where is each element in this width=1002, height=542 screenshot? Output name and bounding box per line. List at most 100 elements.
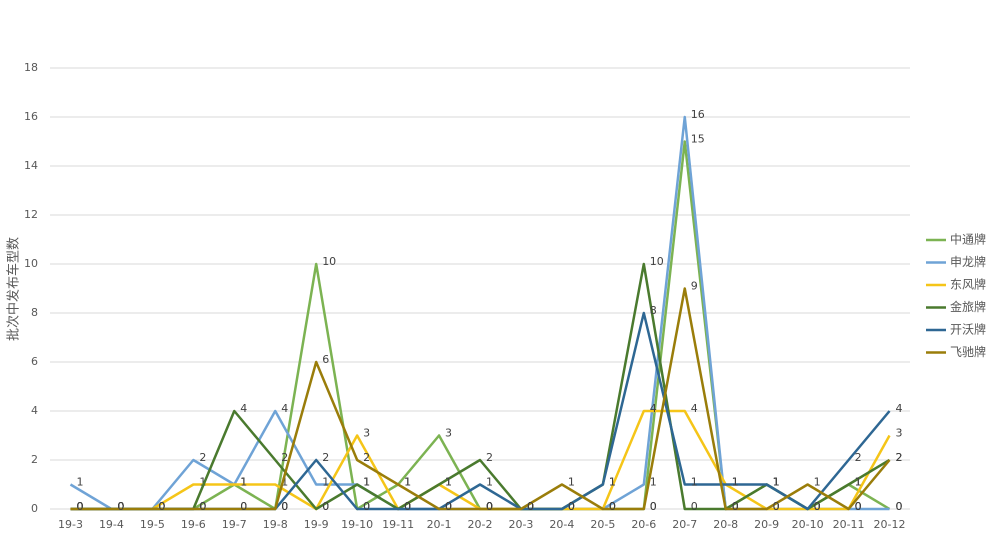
data-label: 9 xyxy=(691,280,698,293)
data-label: 0 xyxy=(445,500,452,513)
data-label: 10 xyxy=(650,255,664,268)
data-label: 1 xyxy=(650,476,657,489)
x-tick-label: 20-2 xyxy=(468,518,493,531)
x-tick-label: 19-3 xyxy=(58,518,83,531)
data-label: 1 xyxy=(199,476,206,489)
y-tick-label: 18 xyxy=(24,61,38,74)
data-label: 0 xyxy=(732,500,739,513)
data-label: 0 xyxy=(568,500,575,513)
data-label: 10 xyxy=(322,255,336,268)
data-label: 0 xyxy=(117,500,124,513)
data-label: 2 xyxy=(363,451,370,464)
y-tick-label: 6 xyxy=(31,355,38,368)
x-tick-label: 20-8 xyxy=(713,518,738,531)
data-label: 0 xyxy=(568,500,575,513)
data-label: 4 xyxy=(691,402,698,415)
x-tick-label: 20-3 xyxy=(508,518,533,531)
data-label: 0 xyxy=(363,500,370,513)
data-label: 1 xyxy=(404,476,411,489)
x-tick-label: 20-11 xyxy=(833,518,865,531)
x-tick-label: 19-9 xyxy=(304,518,329,531)
data-label: 0 xyxy=(486,500,493,513)
data-label: 0 xyxy=(855,500,862,513)
data-label: 0 xyxy=(76,500,83,513)
data-label: 0 xyxy=(445,500,452,513)
data-label: 6 xyxy=(322,353,329,366)
data-label: 0 xyxy=(486,500,493,513)
y-tick-label: 8 xyxy=(31,306,38,319)
y-tick-label: 4 xyxy=(31,404,38,417)
data-label: 0 xyxy=(732,500,739,513)
data-label: 1 xyxy=(404,476,411,489)
data-label: 0 xyxy=(322,500,329,513)
data-label: 0 xyxy=(650,500,657,513)
data-label: 0 xyxy=(199,500,206,513)
data-label: 0 xyxy=(568,500,575,513)
x-tick-label: 19-7 xyxy=(222,518,247,531)
data-label: 2 xyxy=(896,451,903,464)
x-tick-label: 20-6 xyxy=(631,518,656,531)
data-label: 0 xyxy=(773,500,780,513)
x-tick-label: 20-10 xyxy=(792,518,824,531)
x-tick-label: 19-4 xyxy=(99,518,124,531)
data-label: 1 xyxy=(855,476,862,489)
data-label: 0 xyxy=(527,500,534,513)
y-tick-label: 16 xyxy=(24,110,38,123)
x-tick-label: 20-5 xyxy=(590,518,615,531)
data-label: 0 xyxy=(814,500,821,513)
data-label: 0 xyxy=(76,500,83,513)
data-label: 0 xyxy=(814,500,821,513)
data-label: 2 xyxy=(281,451,288,464)
data-label: 1 xyxy=(363,476,370,489)
data-label: 0 xyxy=(158,500,165,513)
data-label: 0 xyxy=(855,500,862,513)
data-label: 15 xyxy=(691,133,705,146)
legend-label: 金旅牌 xyxy=(950,299,986,314)
data-label: 0 xyxy=(814,500,821,513)
x-tick-label: 19-11 xyxy=(382,518,414,531)
data-label: 4 xyxy=(650,402,657,415)
data-label: 1 xyxy=(814,476,821,489)
data-label: 1 xyxy=(363,476,370,489)
data-label: 0 xyxy=(486,500,493,513)
data-label: 2 xyxy=(486,451,493,464)
series-line xyxy=(70,140,891,511)
data-label: 1 xyxy=(773,476,780,489)
data-label: 0 xyxy=(158,500,165,513)
legend-label: 中通牌 xyxy=(950,232,986,247)
data-label: 4 xyxy=(281,402,288,415)
legend-label: 飞驰牌 xyxy=(950,345,986,359)
y-tick-label: 2 xyxy=(31,453,38,466)
x-tick-label: 19-6 xyxy=(181,518,206,531)
data-label: 0 xyxy=(117,500,124,513)
data-label: 1 xyxy=(322,476,329,489)
data-label: 0 xyxy=(199,500,206,513)
legend-label: 开沃牌 xyxy=(950,323,986,337)
data-label: 1 xyxy=(732,476,739,489)
data-label: 0 xyxy=(158,500,165,513)
data-label: 0 xyxy=(76,500,83,513)
y-tick-label: 10 xyxy=(24,257,38,270)
data-label: 1 xyxy=(732,476,739,489)
data-label: 0 xyxy=(322,500,329,513)
data-label: 0 xyxy=(609,500,616,513)
data-label: 1 xyxy=(240,476,247,489)
data-label: 0 xyxy=(773,500,780,513)
legend-label: 申龙牌 xyxy=(950,255,986,269)
x-tick-label: 19-5 xyxy=(140,518,165,531)
data-label: 1 xyxy=(240,476,247,489)
data-label: 4 xyxy=(240,402,247,415)
data-label: 16 xyxy=(691,108,705,121)
data-label: 0 xyxy=(117,500,124,513)
data-label: 0 xyxy=(281,500,288,513)
data-label: 0 xyxy=(732,500,739,513)
y-tick-label: 0 xyxy=(31,502,38,515)
x-tick-label: 20-4 xyxy=(549,518,574,531)
data-label: 0 xyxy=(773,500,780,513)
data-label: 3 xyxy=(896,427,903,440)
data-label: 0 xyxy=(814,500,821,513)
data-label: 2 xyxy=(896,451,903,464)
y-tick-label: 12 xyxy=(24,208,38,221)
data-label: 1 xyxy=(691,476,698,489)
